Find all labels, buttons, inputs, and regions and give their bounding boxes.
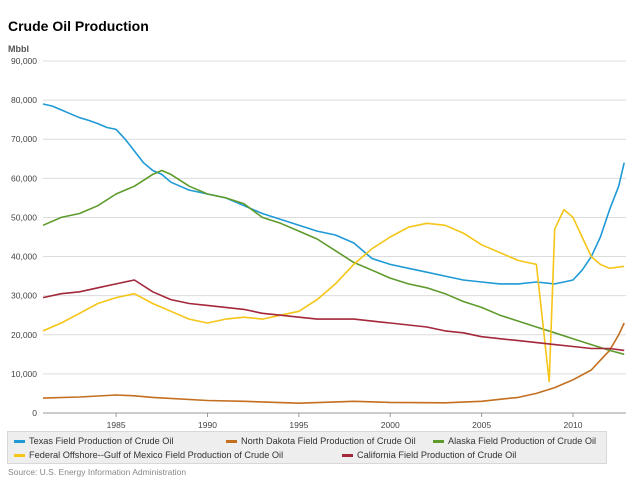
series-line-1 [42,322,625,405]
legend: Texas Field Production of Crude Oil North… [7,431,607,464]
source-note: Source: U.S. Energy Information Administ… [8,467,187,477]
y-tick-label: 40,000 [11,252,37,262]
legend-item-0[interactable]: Texas Field Production of Crude Oil [14,436,174,446]
legend-item-3[interactable]: Federal Offshore--Gulf of Mexico Field P… [14,450,283,460]
legend-swatch [433,439,444,443]
legend-label: Alaska Field Production of Crude Oil [448,436,597,446]
x-tick-label: 1985 [107,420,126,430]
y-tick-label: 70,000 [11,134,37,144]
y-tick-label: 60,000 [11,173,37,183]
y-tick-label: 80,000 [11,95,37,105]
series-line-4 [42,279,625,352]
legend-swatch [14,453,25,457]
legend-label: California Field Production of Crude Oil [357,450,517,460]
series-line-3 [42,208,625,383]
x-tick-label: 2010 [564,420,583,430]
series-line-0 [42,103,625,285]
y-tick-label: 20,000 [11,330,37,340]
y-axis-ticks: 0 10,000 20,000 30,000 40,000 50,000 60,000 70,… [11,56,37,418]
legend-label: Texas Field Production of Crude Oil [29,436,174,446]
legend-swatch [342,453,353,457]
series-lines [42,103,625,405]
gridlines [43,60,626,414]
chart-title: Crude Oil Production [8,18,149,34]
y-tick-label: 50,000 [11,212,37,222]
legend-label: North Dakota Field Production of Crude O… [241,436,416,446]
x-tick-label: 2005 [472,420,491,430]
y-tick-label: 0 [32,408,37,418]
y-tick-label: 30,000 [11,291,37,301]
x-tick-label: 1995 [289,420,308,430]
y-axis-unit-label: Mbbl [8,44,29,54]
x-axis-ticks: 1985 1990 1995 2000 2005 2010 [107,413,583,430]
y-tick-label: 10,000 [11,369,37,379]
y-tick-label: 90,000 [11,56,37,66]
legend-swatch [226,439,237,443]
x-tick-label: 1990 [198,420,217,430]
legend-item-1[interactable]: North Dakota Field Production of Crude O… [226,436,416,446]
legend-label: Federal Offshore--Gulf of Mexico Field P… [29,450,284,460]
legend-item-2[interactable]: Alaska Field Production of Crude Oil [433,436,596,446]
series-line-2 [42,169,625,356]
legend-item-4[interactable]: California Field Production of Crude Oil [342,450,516,460]
x-tick-label: 2000 [381,420,400,430]
legend-swatch [14,439,25,443]
